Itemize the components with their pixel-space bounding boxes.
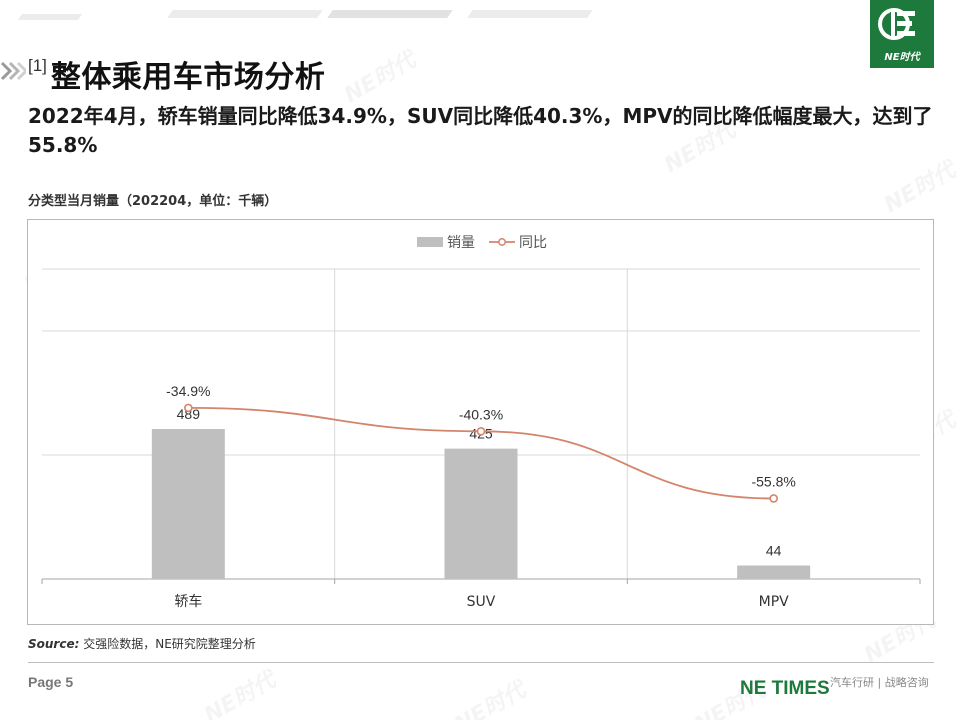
bar-data-label: 44 bbox=[766, 543, 782, 559]
x-tick-label: 轿车 bbox=[174, 593, 202, 610]
legend-marker-line bbox=[498, 238, 506, 246]
watermark: NE时代 bbox=[447, 673, 530, 720]
legend-label-bar: 销量 bbox=[447, 235, 475, 251]
legend-swatch-bar bbox=[417, 237, 443, 247]
title-chevron-icon bbox=[0, 61, 26, 81]
x-tick-label: MPV bbox=[759, 594, 790, 610]
bar-data-label: 489 bbox=[177, 406, 201, 422]
watermark: NE时代 bbox=[197, 663, 280, 720]
logo-label: NE时代 bbox=[884, 52, 920, 63]
x-tick-label: SUV bbox=[467, 594, 496, 610]
title-text: 整体乘用车市场分析 bbox=[50, 60, 326, 95]
source-note: Source: 交强险数据，NE研究院整理分析 bbox=[28, 635, 256, 652]
page-subtitle: 2022年4月，轿车销量同比降低34.9%，SUV同比降低40.3%，MPV的同… bbox=[28, 104, 933, 157]
source-label: Source: bbox=[28, 637, 80, 651]
page-title: [1] 整体乘用车市场分析 bbox=[28, 52, 326, 95]
logo-icon bbox=[878, 8, 915, 40]
legend-label-line: 同比 bbox=[519, 235, 547, 251]
line-point-SUV bbox=[476, 427, 486, 436]
footer-divider bbox=[28, 662, 934, 663]
watermark: NE时代 bbox=[877, 153, 960, 219]
line-point-MPV bbox=[769, 494, 778, 503]
bar-轿车 bbox=[151, 429, 225, 579]
top-decoration bbox=[0, 0, 960, 40]
line-point-轿车 bbox=[184, 403, 193, 413]
line-data-label: -34.9% bbox=[166, 383, 210, 399]
line-data-label: -55.8% bbox=[751, 473, 795, 489]
bar-SUV bbox=[444, 448, 518, 579]
chart-caption: 分类型当月销量（202204，单位：千辆） bbox=[28, 194, 278, 209]
footer-tagline: 汽车行研 | 战略咨询 bbox=[830, 676, 929, 689]
brand-logo: NE时代 bbox=[870, 0, 934, 68]
watermark: NE时代 bbox=[337, 43, 420, 109]
bar-MPV bbox=[737, 565, 811, 579]
line-data-label: -40.3% bbox=[459, 406, 503, 422]
footer-brand: NE TIMES bbox=[740, 678, 830, 699]
page-number: Page 5 bbox=[28, 674, 74, 690]
title-reference: [1] bbox=[28, 56, 47, 75]
source-text: 交强险数据，NE研究院整理分析 bbox=[83, 637, 256, 651]
